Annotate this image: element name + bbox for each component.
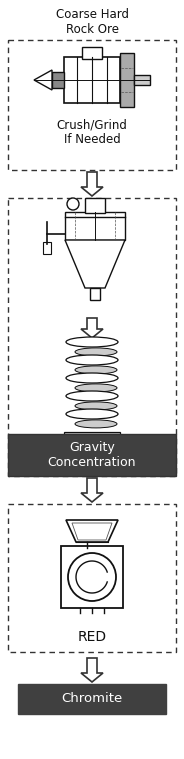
Circle shape xyxy=(68,553,116,601)
Bar xyxy=(85,198,105,213)
Text: Coarse Hard
Rock Ore: Coarse Hard Rock Ore xyxy=(56,8,128,36)
Bar xyxy=(115,439,121,449)
Polygon shape xyxy=(81,318,103,338)
Ellipse shape xyxy=(75,420,117,428)
Bar xyxy=(67,439,73,449)
Bar xyxy=(8,198,176,476)
Bar xyxy=(120,53,134,107)
Ellipse shape xyxy=(66,337,118,347)
Ellipse shape xyxy=(66,355,118,365)
Polygon shape xyxy=(81,658,103,682)
Ellipse shape xyxy=(75,348,117,356)
Bar xyxy=(43,242,51,254)
Polygon shape xyxy=(66,520,118,542)
Bar xyxy=(8,434,176,476)
Ellipse shape xyxy=(66,373,118,383)
Bar xyxy=(65,212,125,240)
Ellipse shape xyxy=(66,391,118,401)
Bar xyxy=(61,546,123,608)
Text: Gravity
Concentration: Gravity Concentration xyxy=(48,441,136,469)
Polygon shape xyxy=(34,70,52,90)
Ellipse shape xyxy=(66,409,118,419)
Text: Crush/Grind
If Needed: Crush/Grind If Needed xyxy=(56,118,128,146)
Circle shape xyxy=(67,198,79,210)
Bar xyxy=(134,75,150,85)
Ellipse shape xyxy=(75,366,117,374)
Bar xyxy=(90,288,100,300)
Bar xyxy=(18,684,166,714)
Ellipse shape xyxy=(75,384,117,392)
Bar xyxy=(52,72,64,88)
Polygon shape xyxy=(65,240,125,288)
Text: RED: RED xyxy=(77,630,107,644)
Polygon shape xyxy=(81,172,103,196)
Bar xyxy=(8,504,176,652)
Bar xyxy=(99,439,105,449)
Bar xyxy=(83,439,89,449)
Ellipse shape xyxy=(75,402,117,410)
Polygon shape xyxy=(72,523,112,540)
Bar xyxy=(64,432,120,439)
Polygon shape xyxy=(81,478,103,502)
Bar xyxy=(82,47,102,59)
Text: Chromite: Chromite xyxy=(61,692,123,706)
Bar xyxy=(8,40,176,170)
Bar xyxy=(64,57,120,103)
